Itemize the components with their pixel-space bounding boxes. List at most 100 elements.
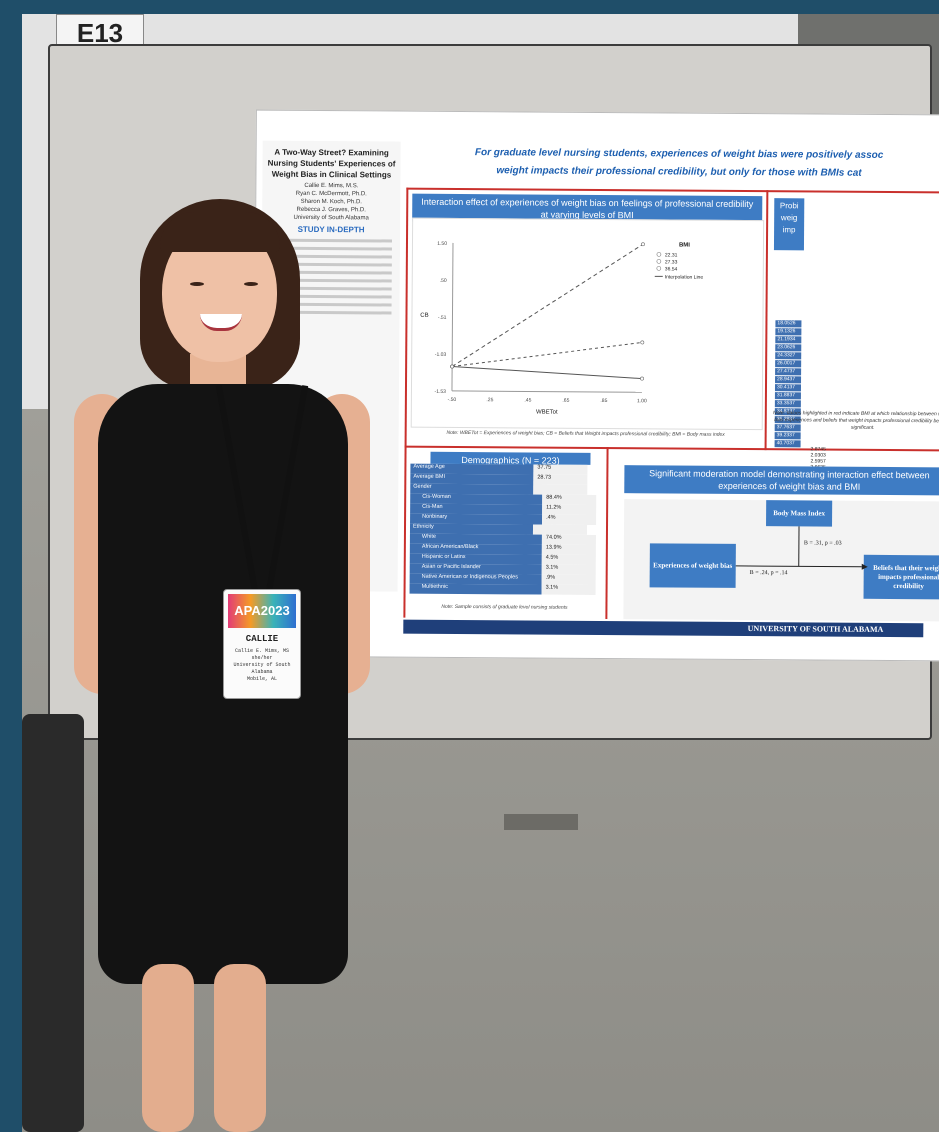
- stat-cell: 24.3327: [775, 352, 802, 360]
- data-point: [640, 376, 644, 381]
- stat-cell: 26.0017: [775, 360, 802, 368]
- demographics-value: 11.2%: [542, 504, 597, 515]
- poster-authors: Callie E. Mims, M.S. Ryan C. McDermott, …: [262, 182, 400, 223]
- stat-cell: 19.1326: [775, 328, 802, 336]
- series-line: [452, 366, 643, 380]
- stat-cell: 18.0526: [775, 320, 802, 328]
- stat-cell: 40.7037: [774, 440, 801, 448]
- y-axis: [451, 242, 454, 391]
- badge-details: Callie E. Mims, MS she/her University of…: [224, 648, 300, 683]
- demographics-value: 37.75: [533, 464, 588, 475]
- demographics-value: .4%: [542, 514, 597, 525]
- probing-table: 18.0526 19.1326 21.1934 23.0626 24.3327 26.00…: [771, 210, 939, 483]
- demographics-note: Note: Sample consists of graduate level …: [441, 603, 568, 611]
- eye: [244, 282, 258, 286]
- y-tick-label: -.51: [438, 315, 447, 321]
- legend-label: 22.31: [665, 252, 678, 258]
- floor-tape: [504, 814, 578, 830]
- legend-label: Interpolation Line: [665, 274, 704, 280]
- stat-cell: 27.4737: [775, 368, 802, 376]
- y-tick-label: .50: [440, 278, 447, 284]
- demographics-value: .9%: [541, 574, 596, 585]
- interaction-chart: -.50 .25 .45 .65 .85 1.00 1.50 .50 -.51 -1.03 -1.5…: [410, 217, 765, 431]
- chair: [22, 714, 84, 1132]
- smile: [200, 314, 242, 331]
- stat-cell: 30.4137: [774, 384, 802, 392]
- bangs: [160, 212, 280, 252]
- demographics-value: 74.0%: [541, 534, 596, 545]
- model-arrows: [735, 526, 868, 570]
- demographics-value: 3.1%: [541, 584, 596, 595]
- predictor-arrow: [735, 565, 862, 568]
- legend-marker: [656, 259, 662, 264]
- stat-cell: 21.1934: [775, 336, 802, 344]
- photo: E13 A Two-Way Street? Examining Nursing …: [22, 14, 939, 1132]
- data-point: [641, 242, 645, 247]
- stat-cell: 33.3537: [774, 400, 801, 408]
- badge-logo: APA2023: [228, 594, 296, 628]
- demographics-value: [532, 524, 588, 535]
- badge-pronouns: she/her: [251, 655, 273, 661]
- demographics-row: Multiethnic 3.1%: [409, 583, 600, 595]
- y-tick-label: -1.53: [435, 389, 447, 395]
- y-tick-label: -1.03: [435, 352, 447, 358]
- name-badge: APA2023 CALLIE Callie E. Mims, MS she/he…: [223, 589, 301, 699]
- demographics-table: Average Age 37.75 Average BMI 28.73 Gender Ci…: [409, 463, 601, 595]
- right-leg: [214, 964, 266, 1132]
- stat-cell: 23.0626: [775, 344, 802, 352]
- demographics-value: 28.73: [533, 474, 588, 485]
- data-point: [640, 340, 645, 345]
- headline-line: For graduate level nursing students, exp…: [474, 147, 884, 161]
- predictor-path-label: B = .24, p = .14: [749, 570, 788, 577]
- demographics-value: 4.5%: [541, 554, 596, 565]
- demographics-value: [533, 484, 588, 495]
- demographics-title: Demographics (N = 223): [430, 451, 591, 466]
- red-divider: [764, 190, 769, 451]
- demographics-value: 88.4%: [542, 494, 597, 505]
- x-tick-label: -.50: [448, 397, 457, 403]
- badge-first-name: CALLIE: [245, 634, 279, 644]
- x-tick-label: .25: [486, 397, 493, 403]
- x-tick-label: .85: [600, 398, 607, 404]
- x-axis: [451, 390, 642, 393]
- line-chart: -.50 .25 .45 .65 .85 1.00 1.50 .50 -.51 -1.03 -1.5…: [420, 241, 704, 416]
- chart-note: Note: WBETot = Experiences of weight bia…: [446, 429, 725, 438]
- x-tick-label: .65: [562, 398, 569, 404]
- demographics-value: 3.1%: [541, 564, 596, 575]
- x-axis-label: WBETot: [536, 410, 558, 416]
- stat-cell: 31.8837: [774, 392, 801, 400]
- series-line: [451, 243, 644, 367]
- stat-cell: 28.9437: [775, 376, 802, 384]
- badge-city: Mobile, AL: [246, 676, 277, 682]
- legend-marker: [656, 252, 662, 257]
- y-axis-label: CB: [420, 313, 428, 319]
- red-divider: [403, 187, 409, 618]
- legend-label: 27.33: [665, 259, 678, 265]
- research-poster: A Two-Way Street? Examining Nursing Stud…: [252, 109, 939, 662]
- moderation-model: Body Mass Index Experiences of weight bi…: [623, 499, 939, 622]
- y-tick-label: 1.50: [437, 241, 447, 247]
- badge-affiliation: University of South Alabama: [233, 662, 291, 675]
- probing-note: Note: Values highlighted in red indicate…: [772, 410, 939, 431]
- moderator-path-label: B = .31, p = .03: [803, 540, 842, 547]
- x-tick-label: 1.00: [637, 398, 647, 404]
- poster-headline: For graduate level nursing students, exp…: [406, 144, 939, 184]
- badge-full-name: Callie E. Mims, MS: [234, 648, 289, 654]
- demographics-label: Multiethnic: [409, 583, 542, 595]
- arrow-head: [861, 563, 868, 570]
- poster-footer: UNIVERSITY OF SOUTH ALABAMA: [403, 619, 924, 638]
- red-divider: [605, 447, 609, 620]
- legend-marker: [656, 266, 662, 271]
- demographics-value: 13.9%: [541, 544, 596, 555]
- model-title: Significant moderation model demonstrati…: [624, 465, 939, 496]
- author-line: University of South Alabama: [293, 214, 369, 222]
- headline-line: weight impacts their professional credib…: [496, 165, 862, 179]
- left-leg: [142, 964, 194, 1132]
- stat-cell: 39.2337: [774, 432, 801, 440]
- legend-label: 36.54: [665, 266, 678, 272]
- red-divider: [406, 187, 939, 194]
- poster-title: A Two-Way Street? Examining Nursing Stud…: [267, 147, 396, 180]
- x-tick-label: .45: [524, 397, 531, 403]
- legend-title: BMI: [679, 243, 690, 249]
- eye: [190, 282, 204, 286]
